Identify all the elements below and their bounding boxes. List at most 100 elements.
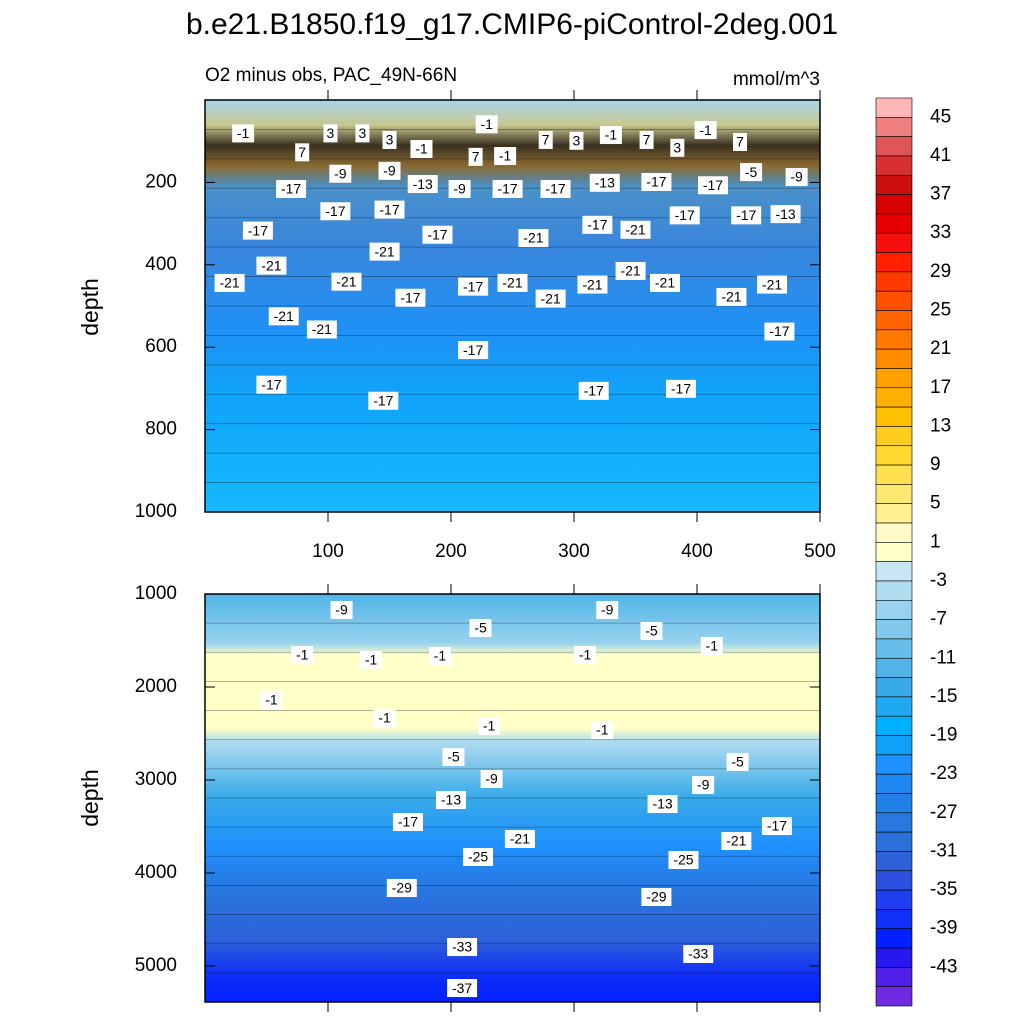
contour-label-box <box>721 832 752 851</box>
contour-label: -17 <box>373 392 393 408</box>
contour-label: -17 <box>671 381 691 397</box>
contour-label: -21 <box>762 276 782 292</box>
contour-label-box <box>458 277 489 296</box>
contour-label: -33 <box>452 939 472 955</box>
colorbar-label: 13 <box>930 415 951 436</box>
contour-label-box <box>700 636 723 655</box>
contour-label-box <box>647 794 678 813</box>
contour-label: -9 <box>790 169 803 185</box>
colorbar-label: 45 <box>930 106 951 127</box>
contour-label-box <box>596 600 619 619</box>
contour-label-box <box>640 622 663 641</box>
x-tick-label: 400 <box>681 541 713 562</box>
y-tick-label: 4000 <box>135 862 177 883</box>
contour-label: -1 <box>483 718 496 734</box>
contour-label: -17 <box>248 222 268 238</box>
colorbar-box <box>875 542 913 562</box>
contour-label-box <box>733 133 748 152</box>
colorbar-box <box>875 387 913 408</box>
contour-label: -21 <box>655 275 675 291</box>
contour-label-box <box>641 888 672 907</box>
colorbar-box <box>875 117 913 137</box>
contour-label: -33 <box>688 946 708 962</box>
contour-label: -21 <box>726 833 746 849</box>
contour-label-box <box>639 130 654 149</box>
contour-label: -1 <box>596 722 609 738</box>
contour-label-box <box>582 215 613 234</box>
colorbar-label: 1 <box>930 531 941 552</box>
colorbar-box <box>875 464 913 485</box>
contour-label: -25 <box>468 849 488 865</box>
plot-frame <box>204 593 821 1003</box>
colorbar-box <box>875 561 913 582</box>
y-tick-label: 1000 <box>135 583 177 604</box>
contour-label-box <box>480 769 503 788</box>
colorbar-label: -3 <box>930 570 947 591</box>
contour-label-box <box>428 647 451 666</box>
contour-label: -9 <box>383 163 396 179</box>
contour-label-box <box>442 748 465 767</box>
contour-label: -1 <box>365 652 378 668</box>
colorbar-box <box>875 851 913 872</box>
colorbar-box <box>875 97 913 118</box>
contour-label: 3 <box>327 125 335 141</box>
colorbar-box <box>875 735 913 756</box>
colorbar-box <box>875 348 913 369</box>
x-tick-label: 500 <box>804 541 836 562</box>
contour-label: -25 <box>673 852 693 868</box>
colorbar-box <box>875 522 913 543</box>
colorbar-box <box>875 406 913 427</box>
contour-label-box <box>740 163 763 182</box>
colorbar-label: -35 <box>930 879 957 900</box>
contour-label-box <box>683 945 714 964</box>
colorbar-box <box>875 793 913 814</box>
units: mmol/m^3 <box>733 69 820 90</box>
colorbar-label: 33 <box>930 222 951 243</box>
contour-label-box <box>331 272 362 291</box>
contour-label: -21 <box>620 263 640 279</box>
contour-label: -17 <box>767 818 787 834</box>
contour-label-box <box>407 175 438 194</box>
colorbar-label: -43 <box>930 956 957 977</box>
y-tick-label: 600 <box>145 336 177 357</box>
contour-label: 7 <box>643 132 651 148</box>
contour-label: 7 <box>298 144 306 160</box>
contour-label-box <box>504 829 535 848</box>
contour-label: -17 <box>261 376 281 392</box>
contour-label: -21 <box>274 308 294 324</box>
colorbar-label: 17 <box>930 377 951 398</box>
contour-label: -17 <box>463 278 483 294</box>
contour-label: -17 <box>463 342 483 358</box>
contour-label-box <box>395 288 426 307</box>
colorbar-box <box>875 599 913 620</box>
colorbar-box <box>875 677 913 698</box>
contour-label-box <box>589 173 620 192</box>
contour-label-box <box>726 752 749 771</box>
contour-label: -9 <box>334 165 347 181</box>
colorbar-box <box>875 928 913 949</box>
contour-label-box <box>641 172 672 191</box>
y-tick-label: 1000 <box>135 501 177 522</box>
contour-label-box <box>386 878 417 897</box>
contour-label-box <box>468 147 483 166</box>
contour-label-box <box>214 273 245 292</box>
contour-label-box <box>785 168 808 187</box>
contour-label-box <box>666 379 697 398</box>
colorbar-box <box>875 155 913 176</box>
contour-label-box <box>694 121 717 140</box>
contour-label: -21 <box>502 275 522 291</box>
contour-label-box <box>410 140 433 159</box>
contour-label-box <box>669 206 700 225</box>
contour-label-box <box>276 179 307 198</box>
contour-label: -29 <box>646 889 666 905</box>
colorbar-box <box>875 754 913 775</box>
contour-label: -13 <box>413 176 433 192</box>
contour-label: -21 <box>312 321 332 337</box>
colorbar-box <box>875 232 913 253</box>
contour-label-box <box>323 124 338 143</box>
colorbar-label: -31 <box>930 840 957 861</box>
contour-label-box <box>329 164 352 183</box>
subtitle: O2 minus obs, PAC_49N-66N <box>205 65 457 86</box>
y-tick-label: 800 <box>145 419 177 440</box>
colorbar-box <box>875 503 913 524</box>
